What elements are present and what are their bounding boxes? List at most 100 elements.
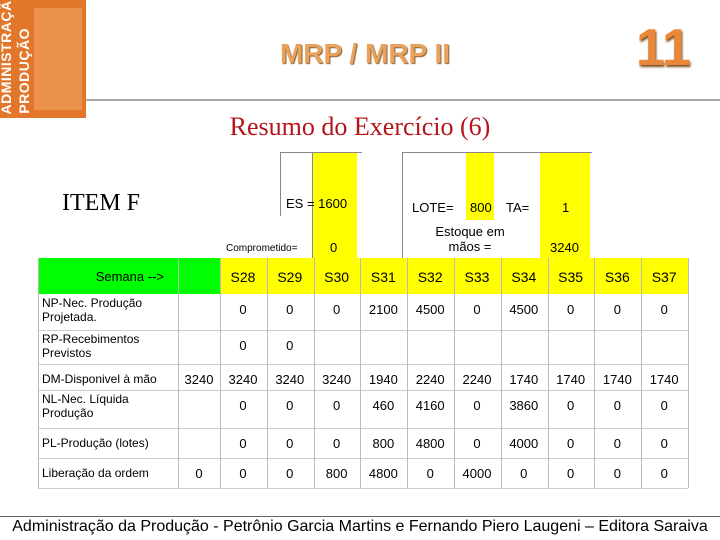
book-cover-logo: ADMINISTRAÇÃO PRODUÇÃO <box>0 0 86 118</box>
row-divider <box>38 458 688 459</box>
table-cell: 0 <box>473 398 481 413</box>
table-cell: 0 <box>613 466 621 481</box>
column-divider <box>178 258 179 488</box>
lote-label: LOTE= <box>412 200 454 215</box>
table-cell: 4500 <box>509 302 539 317</box>
row-label: DM-Disponivel à mão <box>42 372 157 386</box>
es-highlight-cell <box>312 152 357 258</box>
table-cell: 4500 <box>415 302 445 317</box>
row-divider <box>38 364 688 365</box>
week-header-cell: S31 <box>370 269 396 285</box>
table-cell: 2100 <box>368 302 398 317</box>
chapter-number: 11 <box>636 19 691 77</box>
column-divider <box>688 258 689 488</box>
logo-panel <box>34 8 82 110</box>
week-header-cell: S29 <box>277 269 303 285</box>
table-cell: 800 <box>372 436 395 451</box>
footer-credit: Administração da Produção - Petrônio Gar… <box>12 518 708 535</box>
ta-value: 1 <box>562 200 570 215</box>
table-cell: 4000 <box>462 466 492 481</box>
table-cell: 0 <box>239 466 247 481</box>
table-cell: 0 <box>473 302 481 317</box>
row-label: Liberação da ordem <box>42 466 149 480</box>
column-divider <box>313 258 315 488</box>
row-label: NL-Nec. Líquida Produção <box>42 392 129 420</box>
column-divider <box>500 258 502 488</box>
table-cell: 0 <box>613 302 621 317</box>
table-cell: 3860 <box>509 398 539 413</box>
table-cell: 0 <box>660 398 668 413</box>
row-label: PL-Produção (lotes) <box>42 436 149 450</box>
column-divider <box>38 258 39 488</box>
page-title: MRP / MRP II <box>279 38 451 69</box>
table-cell: 0 <box>239 436 247 451</box>
week-header-cell: S35 <box>558 269 584 285</box>
row-divider <box>38 428 688 429</box>
table-cell: 1740 <box>602 372 632 387</box>
row-initial-value: 0 <box>195 466 203 481</box>
table-cell: 1740 <box>556 372 586 387</box>
divider <box>402 152 403 258</box>
table-cell: 0 <box>286 302 294 317</box>
table-cell: 0 <box>566 436 575 451</box>
column-divider <box>547 258 549 488</box>
table-cell: 0 <box>332 436 341 451</box>
table-cell: 2240 <box>415 372 445 387</box>
table-cell: 0 <box>286 398 294 413</box>
table-cell: 3240 <box>228 372 258 387</box>
table-cell: 0 <box>660 436 668 451</box>
week-header-label: Semana --> <box>95 269 164 284</box>
table-cell: 0 <box>332 398 341 413</box>
comprometido-value: 0 <box>330 240 338 255</box>
logo-text-producao: PRODUÇÃO <box>16 28 32 114</box>
ta-highlight-cell <box>540 152 590 258</box>
week-header-blank-cell <box>178 258 220 294</box>
table-cell: 4000 <box>509 436 539 451</box>
divider <box>280 152 281 216</box>
table-cell: 0 <box>332 302 341 317</box>
week-header-cell: S33 <box>464 269 490 285</box>
table-cell: 0 <box>613 436 621 451</box>
column-divider <box>266 258 268 488</box>
table-cell: 0 <box>613 398 621 413</box>
divider <box>402 152 592 153</box>
table-cell: 0 <box>426 466 434 481</box>
estoque-label: Estoque em mãos = <box>435 224 505 254</box>
footer-divider <box>0 516 720 517</box>
table-cell: 3240 <box>322 372 352 387</box>
table-cell: 4800 <box>415 436 445 451</box>
table-cell: 1740 <box>509 372 539 387</box>
logo-text-administracao: ADMINISTRAÇÃO <box>0 0 14 114</box>
row-divider <box>38 488 688 489</box>
table-cell: 0 <box>473 436 481 451</box>
item-label: ITEM F <box>62 190 140 216</box>
table-cell: 0 <box>566 302 575 317</box>
slide-subtitle: Resumo do Exercício (6) <box>229 112 491 141</box>
column-divider <box>641 258 643 488</box>
table-cell: 0 <box>239 338 247 353</box>
table-cell: 0 <box>566 466 575 481</box>
table-cell: 1740 <box>649 372 679 387</box>
week-header-cell: S32 <box>417 269 443 285</box>
row-divider <box>38 330 688 331</box>
header-divider <box>86 99 720 101</box>
table-cell: 0 <box>286 338 294 353</box>
week-header-cell: S28 <box>230 269 256 285</box>
table-cell: 2240 <box>462 372 492 387</box>
table-cell: 460 <box>372 398 395 413</box>
week-header-cell: S37 <box>651 269 677 285</box>
row-label: RP-Recebimentos Previstos <box>42 332 140 360</box>
divider <box>280 152 362 153</box>
week-header-label-cell <box>38 258 178 294</box>
column-divider <box>407 258 409 488</box>
lote-highlight-cell <box>466 152 494 220</box>
row-divider <box>38 390 688 391</box>
es-label: ES = 1600 <box>286 196 348 211</box>
table-cell: 0 <box>660 466 668 481</box>
table-cell: 0 <box>239 302 247 317</box>
column-divider <box>220 258 221 488</box>
lote-value: 800 <box>470 200 492 215</box>
column-divider <box>454 258 455 488</box>
column-divider <box>360 258 362 488</box>
table-cell: 0 <box>286 466 294 481</box>
